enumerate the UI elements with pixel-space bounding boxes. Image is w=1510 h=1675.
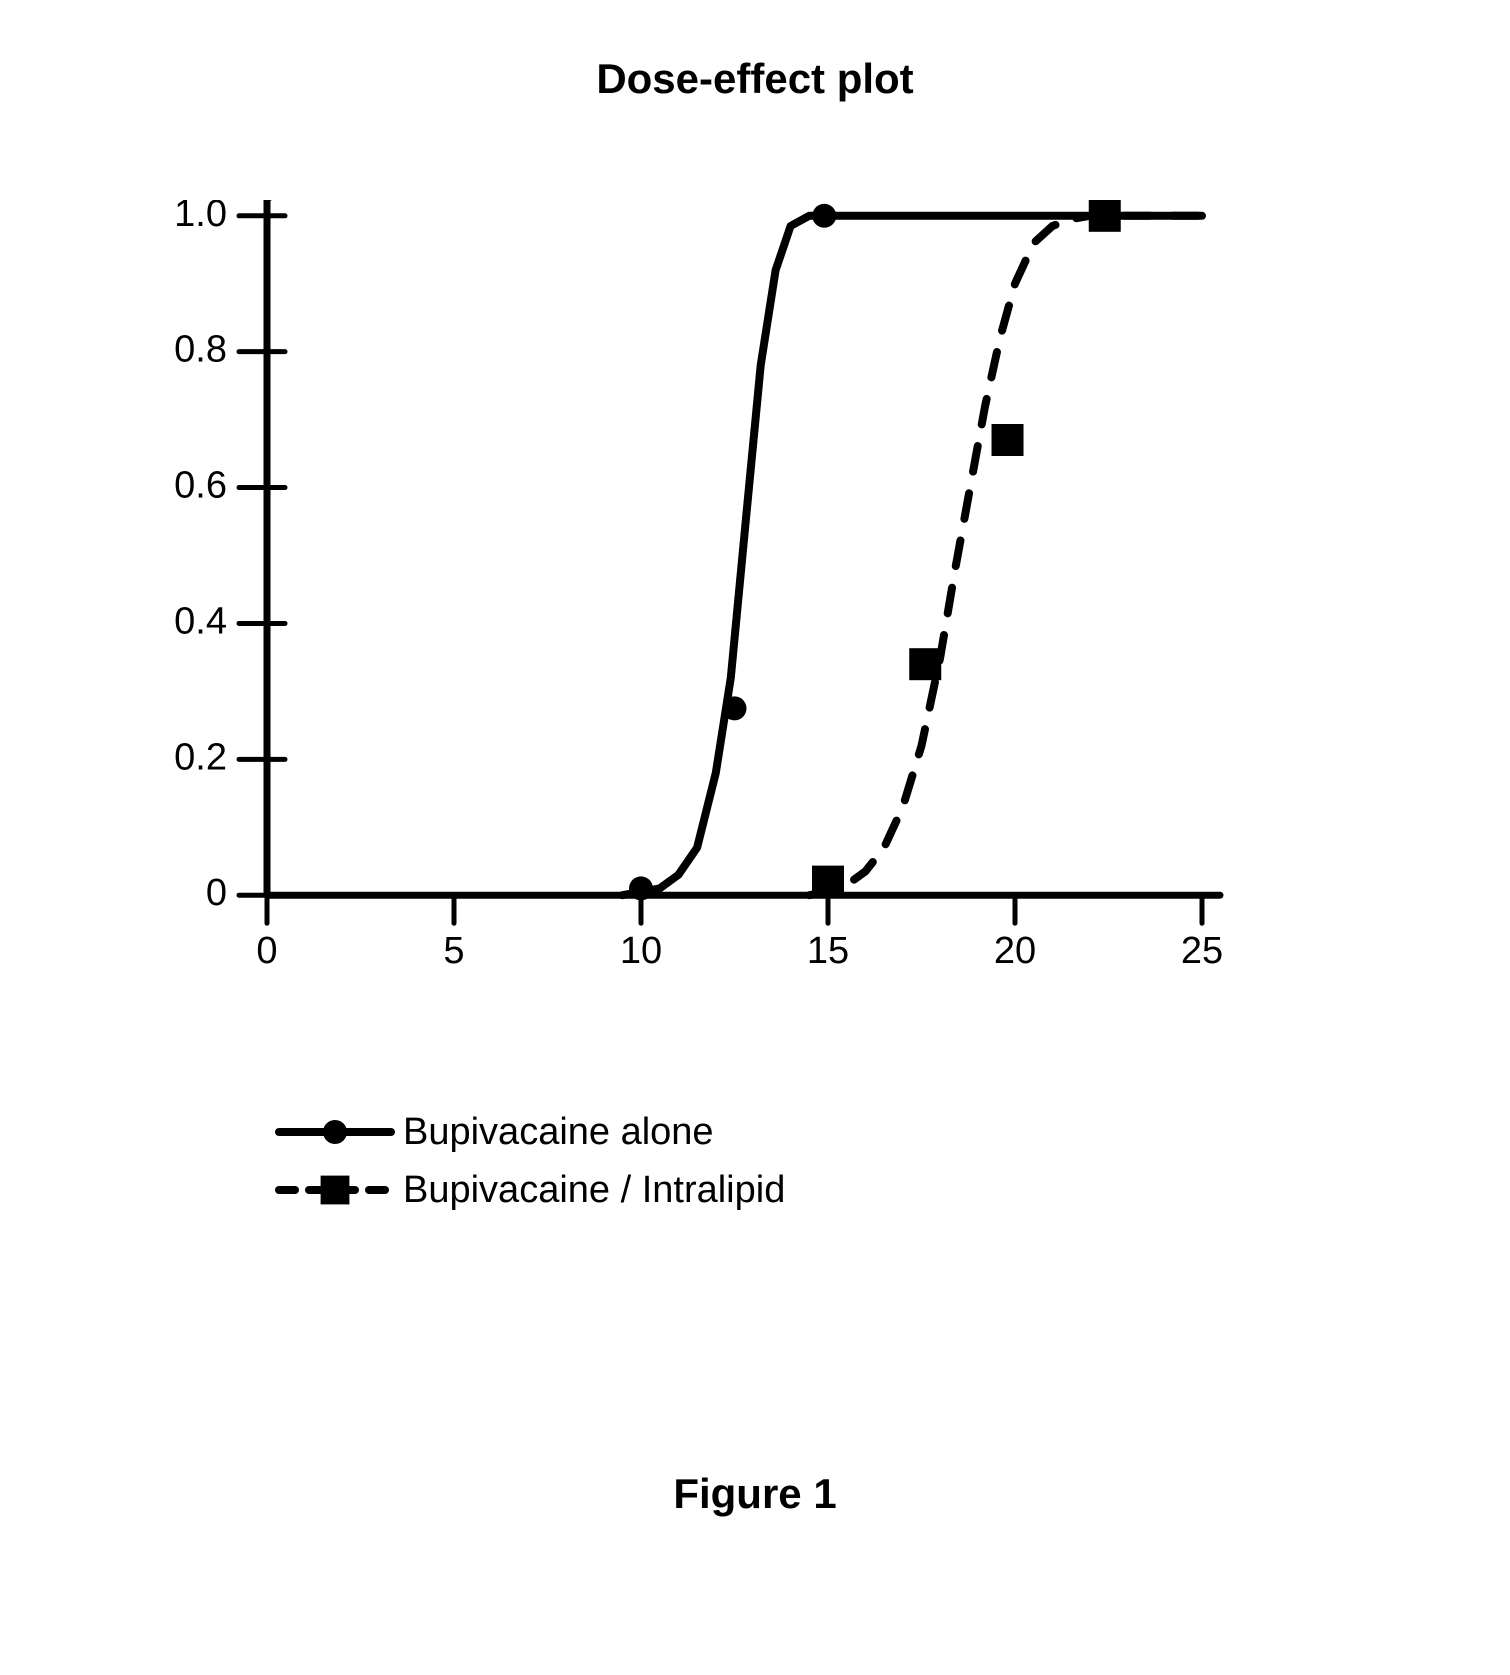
legend-swatch [275,1168,395,1212]
series-point-0 [812,204,836,228]
legend-label: Bupivacaine alone [403,1111,714,1154]
chart-legend: Bupivacaine alone Bupivacaine / Intralipi… [275,1110,785,1226]
legend-swatch [275,1110,395,1154]
x-tick-label: 20 [994,930,1036,972]
chart-svg: 0 0.2 0.4 0.6 0.8 1.0 0 5 10 15 20 25 [135,200,1235,990]
series-line-0 [622,216,1202,895]
chart-title: Dose-effect plot [0,55,1510,103]
x-tick-label: 25 [1181,930,1223,972]
page: Dose-effect plot 0 0.2 0.4 0.6 0.8 1.0 0 5 10 15 2… [0,0,1510,1675]
x-tick-label: 10 [620,930,662,972]
figure-caption: Figure 1 [0,1470,1510,1518]
dose-effect-chart: 0 0.2 0.4 0.6 0.8 1.0 0 5 10 15 20 25 [135,200,1235,990]
legend-label: Bupivacaine / Intralipid [403,1169,785,1212]
x-tick-label: 0 [256,930,277,972]
y-tick-label: 0.8 [174,329,227,371]
series-line-1 [809,216,1202,895]
y-tick-label: 0.4 [174,600,227,642]
series-point-0 [723,696,747,720]
series-point-1 [909,648,941,680]
series-point-1 [992,424,1024,456]
x-tick-label: 15 [807,930,849,972]
legend-item: Bupivacaine / Intralipid [275,1168,785,1212]
y-tick-label: 0 [206,872,227,914]
legend-item: Bupivacaine alone [275,1110,785,1154]
x-tick-label: 5 [443,930,464,972]
series-point-1 [812,866,844,898]
series-point-1 [1089,200,1121,232]
series-point-0 [629,876,653,900]
y-tick-label: 1.0 [174,200,227,235]
y-tick-label: 0.6 [174,465,227,507]
y-tick-label: 0.2 [174,736,227,778]
